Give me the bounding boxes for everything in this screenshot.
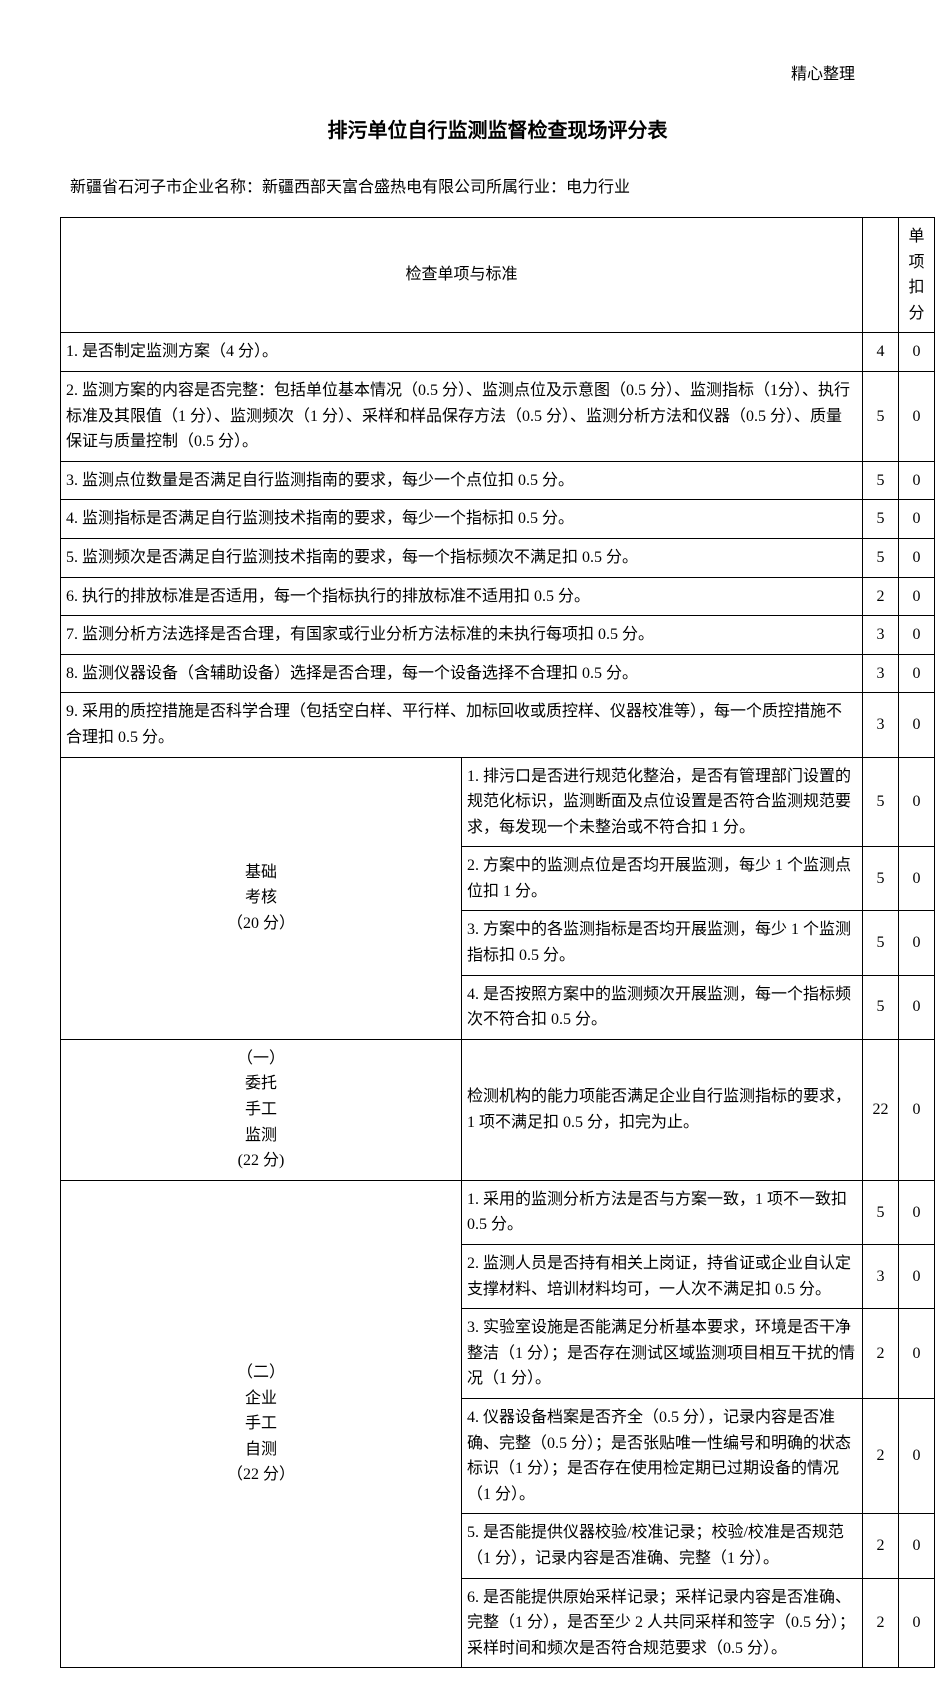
table-row: 2. 监测方案的内容是否完整：包括单位基本情况（0.5 分）、监测点位及示意图（… xyxy=(61,371,935,461)
deduct-cell: 0 xyxy=(899,911,935,975)
table-row: 1. 是否制定监测方案（4 分）。 4 0 xyxy=(61,333,935,372)
score-cell: 2 xyxy=(863,1309,899,1399)
header-deduct: 单项扣分 xyxy=(899,218,935,333)
score-cell: 2 xyxy=(863,577,899,616)
score-cell: 3 xyxy=(863,693,899,757)
criteria-cell: 1. 采用的监测分析方法是否与方案一致，1 项不一致扣 0.5 分。 xyxy=(462,1180,863,1244)
criteria-cell: 6. 执行的排放标准是否适用，每一个指标执行的排放标准不适用扣 0.5 分。 xyxy=(61,577,863,616)
table-header-row: 检查单项与标准 单项扣分 xyxy=(61,218,935,333)
deduct-cell: 0 xyxy=(899,975,935,1039)
deduct-cell: 0 xyxy=(899,500,935,539)
deduct-cell: 0 xyxy=(899,538,935,577)
criteria-cell: 1. 排污口是否进行规范化整治，是否有管理部门设置的规范化标识，监测断面及点位设… xyxy=(462,757,863,847)
header-score xyxy=(863,218,899,333)
score-cell: 3 xyxy=(863,1245,899,1309)
score-cell: 3 xyxy=(863,654,899,693)
score-cell: 2 xyxy=(863,1514,899,1578)
deduct-cell: 0 xyxy=(899,333,935,372)
deduct-cell: 0 xyxy=(899,371,935,461)
score-cell: 5 xyxy=(863,975,899,1039)
score-cell: 5 xyxy=(863,757,899,847)
deduct-cell: 0 xyxy=(899,693,935,757)
table-row: 4. 监测指标是否满足自行监测技术指南的要求，每少一个指标扣 0.5 分。 5 … xyxy=(61,500,935,539)
deduct-cell: 0 xyxy=(899,847,935,911)
criteria-cell: 6. 是否能提供原始采样记录；采样记录内容是否准确、完整（1 分），是否至少 2… xyxy=(462,1578,863,1668)
deduct-cell: 0 xyxy=(899,1245,935,1309)
deduct-cell: 0 xyxy=(899,1514,935,1578)
criteria-cell: 3. 实验室设施是否能满足分析基本要求，环境是否干净整洁（1 分）；是否存在测试… xyxy=(462,1309,863,1399)
header-note: 精心整理 xyxy=(60,60,935,84)
deduct-cell: 0 xyxy=(899,577,935,616)
score-cell: 22 xyxy=(863,1039,899,1180)
group-label-basic: 基础考核（20 分） xyxy=(61,757,462,1039)
deduct-cell: 0 xyxy=(899,1039,935,1180)
score-cell: 2 xyxy=(863,1398,899,1513)
deduct-cell: 0 xyxy=(899,461,935,500)
criteria-cell: 2. 监测人员是否持有相关上岗证，持省证或企业自认定支撑材料、培训材料均可，一人… xyxy=(462,1245,863,1309)
subtitle: 新疆省石河子市企业名称：新疆西部天富合盛热电有限公司所属行业：电力行业 xyxy=(60,173,935,197)
criteria-cell: 8. 监测仪器设备（含辅助设备）选择是否合理，每一个设备选择不合理扣 0.5 分… xyxy=(61,654,863,693)
criteria-cell: 1. 是否制定监测方案（4 分）。 xyxy=(61,333,863,372)
table-row: 6. 执行的排放标准是否适用，每一个指标执行的排放标准不适用扣 0.5 分。 2… xyxy=(61,577,935,616)
score-cell: 5 xyxy=(863,1180,899,1244)
header-criteria: 检查单项与标准 xyxy=(61,218,863,333)
score-cell: 5 xyxy=(863,847,899,911)
deduct-cell: 0 xyxy=(899,654,935,693)
score-cell: 4 xyxy=(863,333,899,372)
score-cell: 5 xyxy=(863,911,899,975)
deduct-cell: 0 xyxy=(899,1309,935,1399)
score-cell: 5 xyxy=(863,538,899,577)
criteria-cell: 5. 是否能提供仪器校验/校准记录；校验/校准是否规范（1 分），记录内容是否准… xyxy=(462,1514,863,1578)
table-row: 5. 监测频次是否满足自行监测技术指南的要求，每一个指标频次不满足扣 0.5 分… xyxy=(61,538,935,577)
criteria-cell: 5. 监测频次是否满足自行监测技术指南的要求，每一个指标频次不满足扣 0.5 分… xyxy=(61,538,863,577)
table-row: 7. 监测分析方法选择是否合理，有国家或行业分析方法标准的未执行每项扣 0.5 … xyxy=(61,616,935,655)
criteria-cell: 2. 方案中的监测点位是否均开展监测，每少 1 个监测点位扣 1 分。 xyxy=(462,847,863,911)
score-cell: 5 xyxy=(863,371,899,461)
group-label-entrust: （一）委托手工监测(22 分) xyxy=(61,1039,462,1180)
criteria-cell: 3. 监测点位数量是否满足自行监测指南的要求，每少一个点位扣 0.5 分。 xyxy=(61,461,863,500)
deduct-cell: 0 xyxy=(899,1398,935,1513)
criteria-cell: 2. 监测方案的内容是否完整：包括单位基本情况（0.5 分）、监测点位及示意图（… xyxy=(61,371,863,461)
criteria-cell: 7. 监测分析方法选择是否合理，有国家或行业分析方法标准的未执行每项扣 0.5 … xyxy=(61,616,863,655)
criteria-cell: 4. 监测指标是否满足自行监测技术指南的要求，每少一个指标扣 0.5 分。 xyxy=(61,500,863,539)
score-cell: 2 xyxy=(863,1578,899,1668)
score-cell: 5 xyxy=(863,500,899,539)
page-title: 排污单位自行监测监督检查现场评分表 xyxy=(60,114,935,143)
score-cell: 3 xyxy=(863,616,899,655)
score-cell: 5 xyxy=(863,461,899,500)
criteria-cell: 检测机构的能力项能否满足企业自行监测指标的要求，1 项不满足扣 0.5 分，扣完… xyxy=(462,1039,863,1180)
table-row: 9. 采用的质控措施是否科学合理（包括空白样、平行样、加标回收或质控样、仪器校准… xyxy=(61,693,935,757)
scoring-table: 检查单项与标准 单项扣分 1. 是否制定监测方案（4 分）。 4 0 2. 监测… xyxy=(60,217,935,1668)
table-row: （一）委托手工监测(22 分) 检测机构的能力项能否满足企业自行监测指标的要求，… xyxy=(61,1039,935,1180)
table-row: （二）企业手工自测（22 分） 1. 采用的监测分析方法是否与方案一致，1 项不… xyxy=(61,1180,935,1244)
group-label-self: （二）企业手工自测（22 分） xyxy=(61,1180,462,1668)
criteria-cell: 4. 是否按照方案中的监测频次开展监测，每一个指标频次不符合扣 0.5 分。 xyxy=(462,975,863,1039)
deduct-cell: 0 xyxy=(899,616,935,655)
criteria-cell: 4. 仪器设备档案是否齐全（0.5 分），记录内容是否准确、完整（0.5 分）；… xyxy=(462,1398,863,1513)
criteria-cell: 3. 方案中的各监测指标是否均开展监测，每少 1 个监测指标扣 0.5 分。 xyxy=(462,911,863,975)
table-row: 8. 监测仪器设备（含辅助设备）选择是否合理，每一个设备选择不合理扣 0.5 分… xyxy=(61,654,935,693)
table-row: 3. 监测点位数量是否满足自行监测指南的要求，每少一个点位扣 0.5 分。 5 … xyxy=(61,461,935,500)
deduct-cell: 0 xyxy=(899,1180,935,1244)
table-row: 基础考核（20 分） 1. 排污口是否进行规范化整治，是否有管理部门设置的规范化… xyxy=(61,757,935,847)
deduct-cell: 0 xyxy=(899,1578,935,1668)
criteria-cell: 9. 采用的质控措施是否科学合理（包括空白样、平行样、加标回收或质控样、仪器校准… xyxy=(61,693,863,757)
deduct-cell: 0 xyxy=(899,757,935,847)
